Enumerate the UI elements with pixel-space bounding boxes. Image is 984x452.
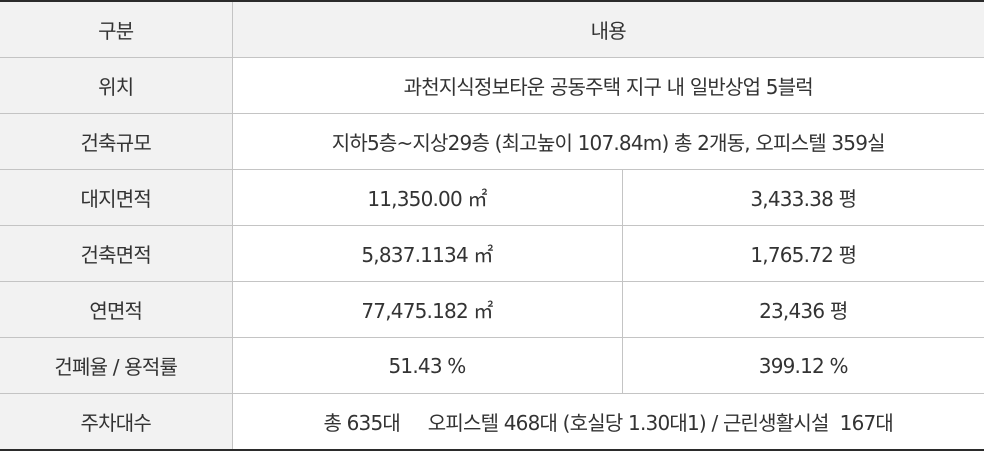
row-value: 지하5층~지상29층 (최고높이 107.84m) 총 2개동, 오피스텔 35…	[231, 113, 984, 170]
row-value-pyeong: 3,433.38 평	[621, 169, 984, 226]
table-row: 건축면적 5,837.1134 ㎡ 1,765.72 평	[0, 225, 984, 282]
row-label: 대지면적	[0, 169, 232, 226]
row-label: 위치	[0, 57, 232, 114]
table-row: 건축규모 지하5층~지상29층 (최고높이 107.84m) 총 2개동, 오피…	[0, 113, 984, 170]
row-value-sqm: 77,475.182 ㎡	[231, 281, 622, 338]
row-label: 건축면적	[0, 225, 232, 282]
row-label: 주차대수	[0, 393, 232, 450]
table-row: 대지면적 11,350.00 ㎡ 3,433.38 평	[0, 169, 984, 226]
table-row: 위치 과천지식정보타운 공동주택 지구 내 일반상업 5블럭	[0, 57, 984, 114]
row-value: 과천지식정보타운 공동주택 지구 내 일반상업 5블럭	[231, 57, 984, 114]
header-content: 내용	[231, 1, 984, 58]
row-value-pyeong: 23,436 평	[621, 281, 984, 338]
row-value: 총 635대 오피스텔 468대 (호실당 1.30대1) / 근린생활시설 1…	[231, 393, 984, 450]
row-value-sqm: 11,350.00 ㎡	[231, 169, 622, 226]
row-label: 건축규모	[0, 113, 232, 170]
row-value-pyeong: 1,765.72 평	[621, 225, 984, 282]
row-label: 연면적	[0, 281, 232, 338]
table-row: 연면적 77,475.182 ㎡ 23,436 평	[0, 281, 984, 338]
header-category: 구분	[0, 1, 232, 58]
table-row: 건폐율 / 용적률 51.43 % 399.12 %	[0, 337, 984, 394]
row-label: 건폐율 / 용적률	[0, 337, 232, 394]
row-value-coverage: 51.43 %	[231, 337, 622, 394]
table-row: 주차대수 총 635대 오피스텔 468대 (호실당 1.30대1) / 근린생…	[0, 393, 984, 450]
row-value-floor-area-ratio: 399.12 %	[621, 337, 984, 394]
row-value-sqm: 5,837.1134 ㎡	[231, 225, 622, 282]
table-header-row: 구분 내용	[0, 1, 984, 58]
